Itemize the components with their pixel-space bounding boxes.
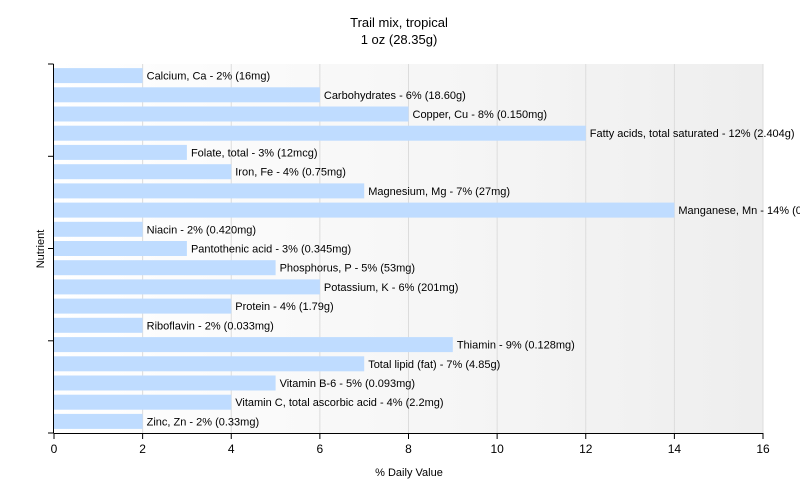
bar-label: Carbohydrates - 6% (18.60g) — [324, 90, 466, 102]
axes: 0 2 4 6 8 10 12 14 16 — [48, 63, 770, 456]
bar-label: Protein - 4% (1.79g) — [235, 301, 333, 313]
bar-label: Vitamin B-6 - 5% (0.093mg) — [280, 378, 416, 390]
bar — [54, 260, 276, 276]
bar-label: Phosphorus, P - 5% (53mg) — [280, 263, 416, 275]
bar-label: Fatty acids, total saturated - 12% (2.40… — [590, 128, 795, 140]
bar — [54, 144, 187, 160]
bar — [54, 125, 586, 141]
bar-label: Niacin - 2% (0.420mg) — [147, 224, 256, 236]
bar-label: Magnesium, Mg - 7% (27mg) — [368, 186, 510, 198]
bar — [54, 68, 143, 84]
bar — [54, 394, 232, 410]
bar — [54, 413, 143, 429]
bar — [54, 183, 365, 199]
bar — [54, 106, 409, 122]
bar-label: Calcium, Ca - 2% (16mg) — [147, 71, 270, 83]
x-tick-label: 16 — [756, 442, 770, 456]
bar-label: Folate, total - 3% (12mcg) — [191, 147, 318, 159]
x-tick-label: 4 — [228, 442, 235, 456]
x-tick-label: 14 — [668, 442, 682, 456]
bar-label: Zinc, Zn - 2% (0.33mg) — [147, 416, 259, 428]
bar-label: Total lipid (fat) - 7% (4.85g) — [368, 359, 500, 371]
x-tick-label: 8 — [405, 442, 412, 456]
bar-label: Potassium, K - 6% (201mg) — [324, 282, 459, 294]
bar — [54, 202, 675, 218]
bar-label: Riboflavin - 2% (0.033mg) — [147, 320, 274, 332]
bar — [54, 279, 320, 295]
x-axis-label: % Daily Value — [375, 467, 443, 479]
grid-lines — [142, 64, 764, 433]
bar — [54, 164, 232, 180]
bar — [54, 375, 276, 391]
bar — [54, 298, 232, 314]
bar-label: Copper, Cu - 8% (0.150mg) — [413, 109, 548, 121]
bar — [54, 317, 143, 333]
x-tick-label: 2 — [139, 442, 146, 456]
x-tick-label: 12 — [579, 442, 593, 456]
x-tick-label: 0 — [51, 442, 58, 456]
bars: Calcium, Ca - 2% (16mg) Carbohydrates - 6… — [54, 68, 800, 429]
chart-subtitle: 1 oz (28.35g) — [361, 32, 438, 47]
bar — [54, 356, 365, 372]
bar — [54, 337, 453, 353]
bar-label: Manganese, Mn - 14% (0.274mg) — [678, 205, 800, 217]
chart-title: Trail mix, tropical — [350, 15, 448, 30]
bar — [54, 221, 143, 237]
bar-label: Thiamin - 9% (0.128mg) — [457, 340, 575, 352]
bar-label: Vitamin C, total ascorbic acid - 4% (2.2… — [235, 397, 443, 409]
bar — [54, 241, 187, 256]
y-axis-label: Nutrient — [35, 230, 47, 269]
bar-label: Iron, Fe - 4% (0.75mg) — [235, 167, 346, 179]
bar — [54, 87, 320, 103]
x-tick-label: 10 — [490, 442, 504, 456]
bar-label: Pantothenic acid - 3% (0.345mg) — [191, 244, 351, 256]
x-tick-label: 6 — [317, 442, 324, 456]
